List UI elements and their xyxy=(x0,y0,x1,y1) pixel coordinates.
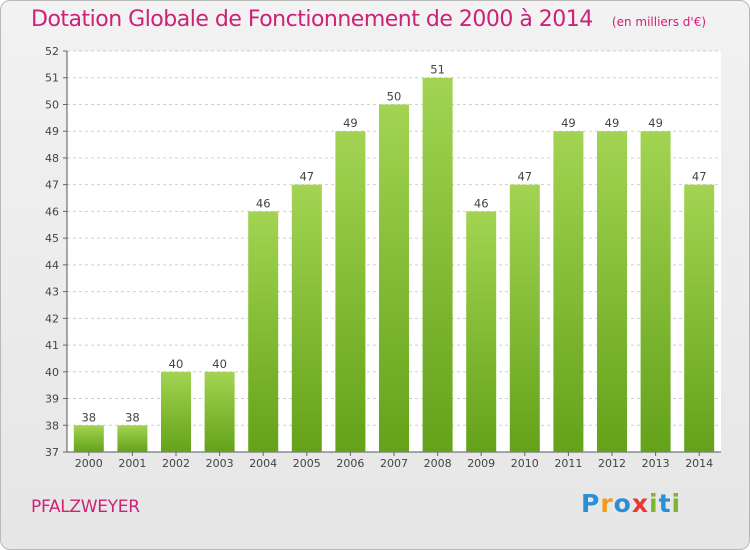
y-tick-label: 45 xyxy=(45,232,59,245)
bar xyxy=(640,131,671,452)
y-tick-label: 39 xyxy=(45,393,59,406)
bar xyxy=(117,425,148,452)
x-tick-label: 2001 xyxy=(118,457,146,470)
bar-value-label: 50 xyxy=(387,89,402,103)
x-tick-label: 2007 xyxy=(380,457,408,470)
bar xyxy=(248,211,279,452)
logo-letter: r xyxy=(600,489,614,518)
logo-letter: x xyxy=(631,489,649,518)
logo-letter: o xyxy=(613,489,632,518)
bar-value-label: 49 xyxy=(648,116,663,130)
y-tick-label: 43 xyxy=(45,286,59,299)
bar-value-label: 46 xyxy=(256,196,271,210)
chart-unit: (en milliers d'€) xyxy=(611,15,707,29)
chart-title-text: Dotation Globale de Fonctionnement de 20… xyxy=(31,7,593,32)
x-tick-label: 2002 xyxy=(162,457,190,470)
y-tick-label: 52 xyxy=(45,45,59,58)
x-tick-label: 2012 xyxy=(598,457,626,470)
logo-letter: P xyxy=(581,489,601,518)
y-tick-label: 50 xyxy=(45,98,59,111)
x-tick-label: 2009 xyxy=(467,457,495,470)
y-tick-label: 42 xyxy=(45,312,59,325)
chart-title: Dotation Globale de Fonctionnement de 20… xyxy=(31,7,706,32)
x-tick-label: 2005 xyxy=(293,457,321,470)
bar-value-label: 38 xyxy=(81,410,96,424)
y-tick-label: 51 xyxy=(45,72,59,85)
y-tick-label: 49 xyxy=(45,125,59,138)
bar xyxy=(291,184,322,452)
y-tick-label: 41 xyxy=(45,339,59,352)
y-tick-label: 37 xyxy=(45,446,59,459)
bar-value-label: 40 xyxy=(169,357,184,371)
y-tick-label: 48 xyxy=(45,152,59,165)
bar-value-label: 49 xyxy=(343,116,358,130)
bar xyxy=(422,77,453,452)
bar xyxy=(204,371,235,452)
y-tick-label: 47 xyxy=(45,179,59,192)
y-tick-label: 40 xyxy=(45,366,59,379)
bar xyxy=(161,371,191,452)
bar xyxy=(597,131,627,452)
y-tick-label: 44 xyxy=(45,259,59,272)
bar-value-label: 49 xyxy=(561,116,576,130)
logo-letter: t xyxy=(658,489,672,518)
logo-letter: i xyxy=(671,489,682,518)
bar xyxy=(684,184,715,452)
bar xyxy=(335,131,366,452)
bar-value-label: 40 xyxy=(212,357,227,371)
bar xyxy=(466,211,497,452)
x-tick-label: 2013 xyxy=(642,457,670,470)
bar-value-label: 47 xyxy=(517,170,532,184)
x-tick-label: 2008 xyxy=(424,457,452,470)
bar xyxy=(379,104,409,452)
x-tick-label: 2011 xyxy=(554,457,582,470)
y-tick-label: 38 xyxy=(45,419,59,432)
x-tick-label: 2003 xyxy=(206,457,234,470)
bar xyxy=(553,131,584,452)
bar-value-label: 38 xyxy=(125,410,140,424)
bar-value-label: 46 xyxy=(474,196,489,210)
x-tick-label: 2014 xyxy=(685,457,713,470)
x-tick-label: 2006 xyxy=(336,457,364,470)
x-tick-label: 2004 xyxy=(249,457,277,470)
logo-letter: i xyxy=(649,489,659,518)
bar-value-label: 47 xyxy=(299,170,314,184)
x-tick-label: 2000 xyxy=(75,457,103,470)
bar-value-label: 47 xyxy=(692,170,707,184)
bar-value-label: 49 xyxy=(605,116,620,130)
bar-value-label: 51 xyxy=(430,63,445,77)
proxiti-logo: Proxiti xyxy=(581,489,681,518)
bar xyxy=(509,184,540,452)
y-tick-label: 46 xyxy=(45,205,59,218)
x-tick-label: 2010 xyxy=(511,457,539,470)
commune-name: PFALZWEYER xyxy=(31,497,140,517)
bar xyxy=(73,425,104,452)
